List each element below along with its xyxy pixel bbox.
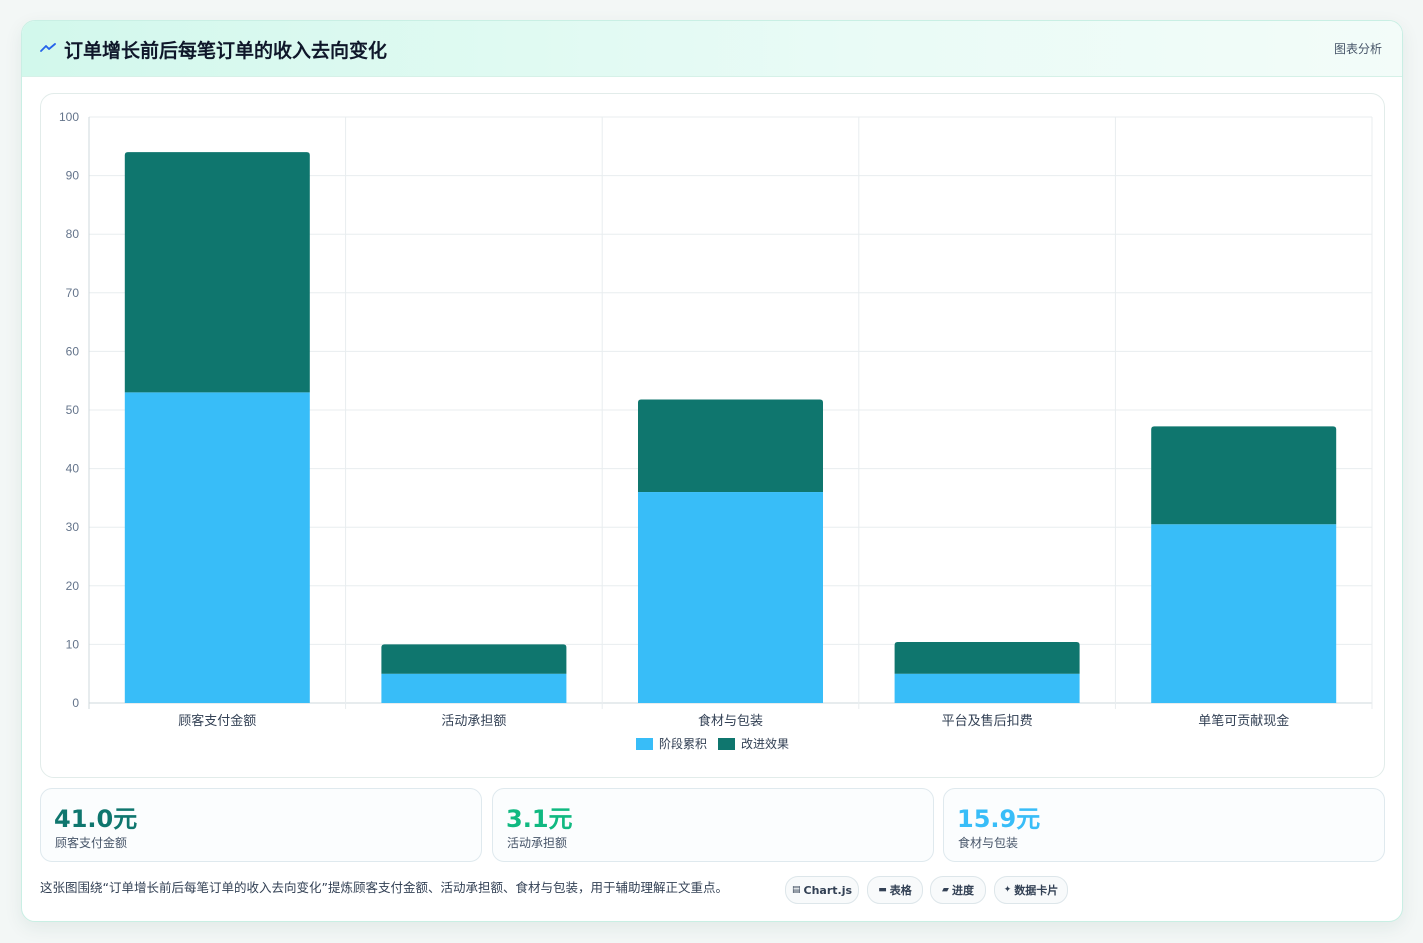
y-tick-label: 40 [66,462,80,476]
chip-label: Chart.js [803,883,853,897]
y-tick-label: 20 [66,579,80,593]
bar-segment [381,644,567,674]
stat-card-promo-cost: 3.1元 活动承担额 [492,788,934,862]
legend-swatch [636,738,653,750]
table-icon: ▬ [878,885,887,895]
bar-segment [638,492,823,703]
card-header: 订单增长前后每笔订单的收入去向变化 图表分析 [22,21,1402,77]
x-tick-label: 活动承担额 [441,713,506,728]
bar-segment [124,392,310,703]
stat-card-food-packaging: 15.9元 食材与包装 [943,788,1385,862]
y-tick-label: 10 [66,637,80,651]
x-tick-label: 顾客支付金额 [178,713,256,728]
bar-segment [124,152,310,393]
stat-card-customer-payment: 41.0元 顾客支付金额 [40,788,482,862]
stat-label: 顾客支付金额 [55,836,128,850]
chart-analysis-label[interactable]: 图表分析 [1333,42,1382,56]
legend-label: 改进效果 [741,736,789,751]
page-title: 订单增长前后每笔订单的收入去向变化 [64,40,388,62]
footer-note: 这张图围绕“订单增长前后每笔订单的收入去向变化”提炼顾客支付金额、活动承担额、食… [40,880,728,895]
chart-card: 订单增长前后每笔订单的收入去向变化 图表分析 0 10 20 30 40 50 60 70 80… [21,20,1403,922]
chip-table[interactable]: ▬ 表格 [867,876,923,904]
sparkle-icon: ✦ [1003,885,1012,895]
y-tick-label: 70 [66,286,80,300]
bar-segment [894,673,1080,703]
stat-value: 3.1元 [506,805,573,833]
y-tick-label: 30 [66,520,80,534]
y-tick-label: 50 [66,403,80,417]
y-tick-label: 90 [66,169,80,183]
progress-icon: ▰ [942,885,949,895]
y-tick-label: 0 [72,696,79,710]
bar-segment [1151,524,1337,703]
x-tick-label: 食材与包装 [698,713,763,728]
stat-value: 41.0元 [54,805,138,833]
legend-label: 阶段累积 [659,736,707,751]
bar-segment [381,673,567,703]
stat-label: 食材与包装 [958,836,1019,850]
x-tick-label: 单笔可贡献现金 [1198,713,1289,728]
trend-icon [40,43,56,52]
legend-swatch [718,738,735,750]
stacked-bar-chart: 0 10 20 30 40 50 60 70 80 90 100 顾客支付金额 活动承担额 食材与包装 平台… [59,110,1373,751]
y-tick-label: 60 [66,344,80,358]
bar-segment [894,642,1080,674]
y-tick-label: 100 [59,110,79,124]
chip-progress[interactable]: ▰ 进度 [930,876,986,904]
stat-label: 活动承担额 [507,836,568,850]
chip-label: 数据卡片 [1014,884,1059,897]
chip-chartjs[interactable]: ▤ Chart.js [785,876,859,904]
x-tick-label: 平台及售后扣费 [942,713,1033,728]
bar-segment [1151,426,1337,525]
bar-segment [638,399,823,493]
chart-icon: ▤ [791,885,801,895]
stat-value: 15.9元 [957,805,1041,833]
chip-data-cards[interactable]: ✦ 数据卡片 [994,876,1068,904]
chip-label: 表格 [889,884,912,897]
chart-panel: 0 10 20 30 40 50 60 70 80 90 100 顾客支付金额 活动承担额 食材与包装 平台… [40,93,1385,778]
chip-label: 进度 [951,884,974,897]
y-tick-label: 80 [66,227,80,241]
